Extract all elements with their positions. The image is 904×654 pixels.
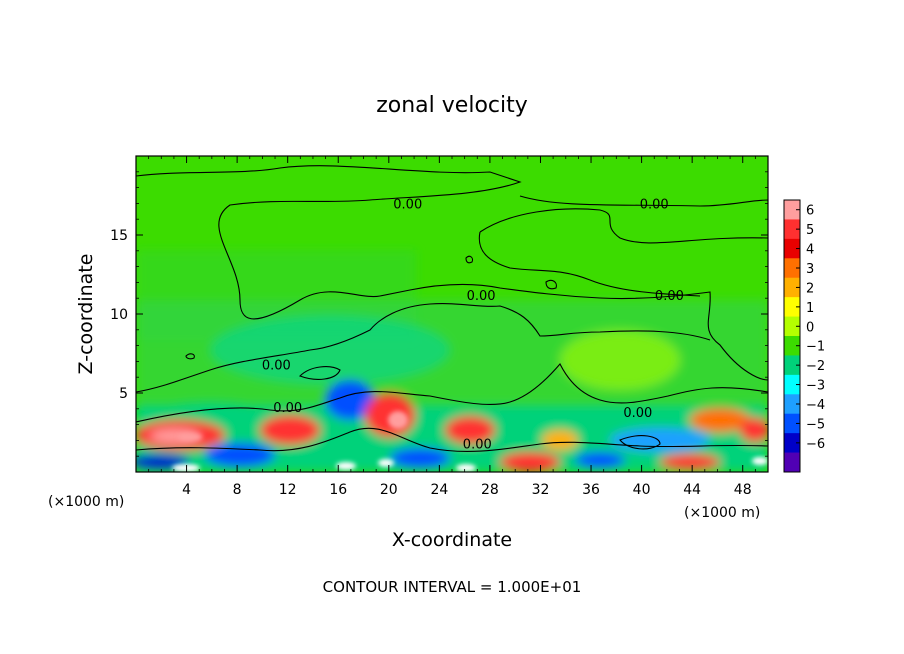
x-unit-left: (×1000 m) xyxy=(48,494,124,510)
colorbar-swatch xyxy=(784,355,800,376)
x-tick-label: 8 xyxy=(233,482,242,498)
colorbar-swatch xyxy=(784,219,800,240)
contour-label: 0.00 xyxy=(655,289,684,304)
x-tick-label: 36 xyxy=(582,482,600,498)
contour-line xyxy=(136,303,711,393)
colorbar-swatch xyxy=(784,336,800,356)
x-tick-label: 28 xyxy=(481,482,499,498)
contour-label: 0.00 xyxy=(262,359,291,374)
contour-label: 0.00 xyxy=(467,289,496,304)
chart-title: zonal velocity xyxy=(376,93,528,118)
colorbar-tick-label: 0 xyxy=(806,320,814,335)
colorbar: 6 5 4 3 2 1 0 −1 −2 −3 −4 −5 −6 xyxy=(783,199,825,473)
contour-line xyxy=(136,165,768,381)
colorbar-frame xyxy=(783,199,801,473)
x-tick-label: 44 xyxy=(683,482,701,498)
colorbar-swatch xyxy=(784,413,800,434)
colorbar-tick-label: −6 xyxy=(806,437,825,452)
colorbar-swatch xyxy=(784,452,800,473)
colorbar-tick-label: −4 xyxy=(806,398,825,413)
y-axis-label: Z-coordinate xyxy=(75,254,97,375)
contour-interval-note: CONTOUR INTERVAL = 1.000E+01 xyxy=(323,578,582,596)
plot-area xyxy=(136,156,768,472)
x-tick-label: 40 xyxy=(633,482,651,498)
contour-label: 0.00 xyxy=(640,197,669,212)
colorbar-tick-label: 1 xyxy=(806,301,814,316)
colorbar-swatch xyxy=(784,238,800,259)
colorbar-swatch xyxy=(784,200,800,220)
colorbar-swatch xyxy=(784,433,800,453)
colorbar-swatch xyxy=(784,297,800,317)
heatmap-field xyxy=(136,250,768,472)
contour-labels: 0.00 0.00 0.00 0.00 0.00 0.00 0.00 0.00 xyxy=(262,197,684,453)
y-tick-label: 15 xyxy=(110,228,128,244)
x-tick-label: 24 xyxy=(430,482,448,498)
colorbar-swatch xyxy=(784,258,800,279)
colorbar-tick-label: −3 xyxy=(806,379,825,394)
contour-line xyxy=(519,195,768,207)
contour-line xyxy=(185,353,195,360)
contour-line xyxy=(465,255,474,264)
x-tick-label: 12 xyxy=(279,482,297,498)
x-unit-right: (×1000 m) xyxy=(684,505,760,521)
x-axis-label: X-coordinate xyxy=(392,529,512,551)
contour-label: 0.00 xyxy=(623,406,652,421)
colorbar-swatch xyxy=(784,394,800,415)
colorbar-tick-label: −5 xyxy=(806,417,825,432)
colorbar-tick-label: 6 xyxy=(806,204,814,219)
colorbar-tick-label: −1 xyxy=(806,340,825,355)
x-axis: 4 8 12 16 20 24 28 32 36 40 44 48 xyxy=(148,156,756,498)
colorbar-tick-label: 5 xyxy=(806,223,814,238)
y-axis: 5 10 15 xyxy=(110,171,768,457)
contour-label: 0.00 xyxy=(463,438,492,453)
y-tick-label: 10 xyxy=(110,307,128,323)
y-tick-label: 5 xyxy=(119,386,128,402)
contour-line xyxy=(299,366,341,380)
colorbar-tick-label: −2 xyxy=(806,359,825,374)
x-tick-label: 16 xyxy=(329,482,347,498)
contour-line xyxy=(136,427,768,452)
contour-label: 0.00 xyxy=(273,401,302,416)
contour-line xyxy=(545,279,557,290)
contour-line xyxy=(479,208,768,244)
colorbar-swatch xyxy=(784,277,800,298)
colorbar-tick-label: 4 xyxy=(806,243,814,258)
x-tick-label: 20 xyxy=(380,482,398,498)
contour-line xyxy=(136,363,768,423)
x-tick-label: 32 xyxy=(532,482,550,498)
heatmap-detail xyxy=(172,411,768,472)
x-tick-label: 4 xyxy=(182,482,191,498)
colorbar-swatch xyxy=(784,374,800,395)
colorbar-swatch xyxy=(784,316,800,337)
contour-line xyxy=(619,435,661,450)
zero-contours xyxy=(136,165,768,452)
colorbar-tick-label: 3 xyxy=(806,262,814,277)
contour-label: 0.00 xyxy=(393,197,422,212)
contour-line xyxy=(478,231,701,297)
x-tick-label: 48 xyxy=(734,482,752,498)
colorbar-tick-label: 2 xyxy=(806,281,814,296)
